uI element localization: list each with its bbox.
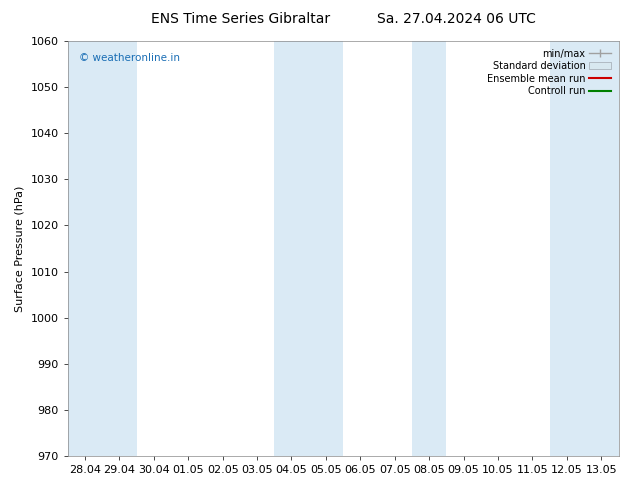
Bar bbox=[550, 41, 619, 456]
Text: © weatheronline.in: © weatheronline.in bbox=[79, 53, 179, 64]
Text: ENS Time Series Gibraltar: ENS Time Series Gibraltar bbox=[152, 12, 330, 26]
Bar bbox=[68, 41, 136, 456]
Y-axis label: Surface Pressure (hPa): Surface Pressure (hPa) bbox=[15, 185, 25, 312]
Bar bbox=[275, 41, 343, 456]
Legend: min/max, Standard deviation, Ensemble mean run, Controll run: min/max, Standard deviation, Ensemble me… bbox=[484, 46, 614, 99]
Bar bbox=[412, 41, 446, 456]
Text: Sa. 27.04.2024 06 UTC: Sa. 27.04.2024 06 UTC bbox=[377, 12, 536, 26]
